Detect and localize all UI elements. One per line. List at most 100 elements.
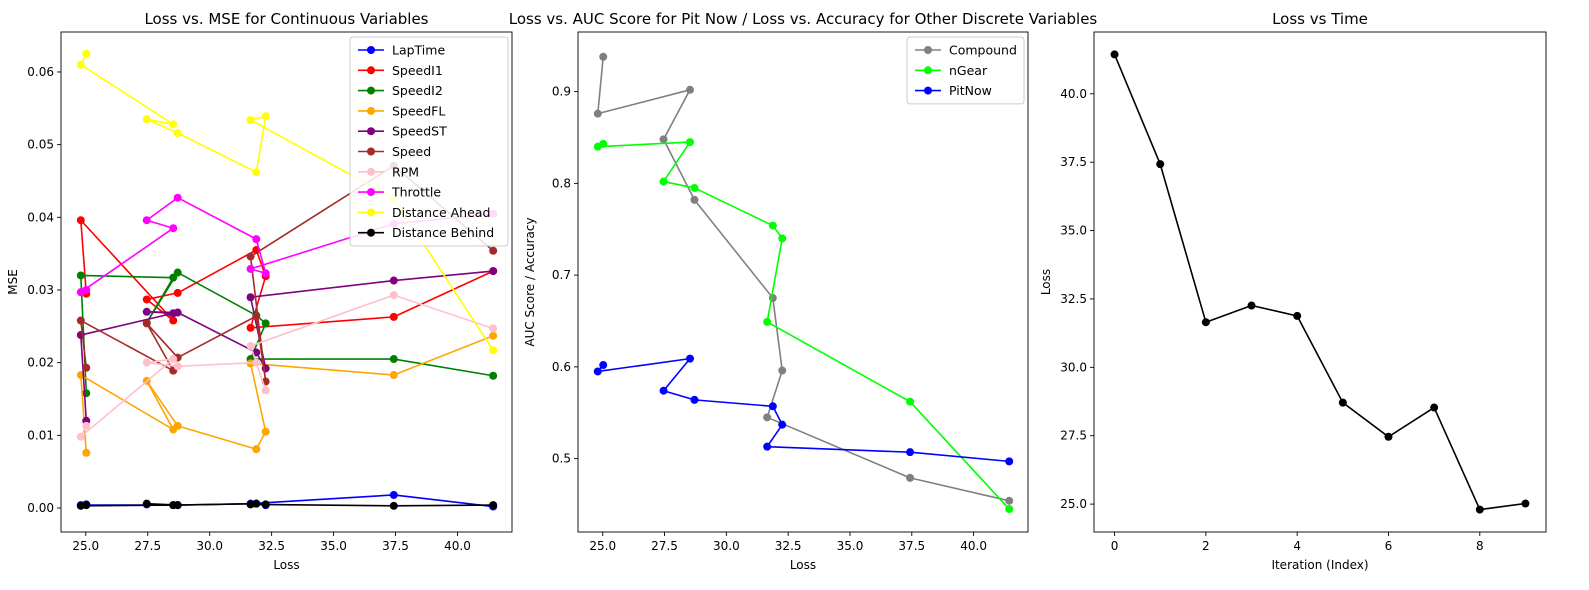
data-point [76, 271, 85, 280]
legend-label: SpeedST [392, 124, 447, 139]
legend-swatch-marker [367, 167, 375, 176]
data-point [906, 448, 915, 457]
data-point [252, 445, 261, 454]
series-line-ngear [596, 141, 1010, 510]
legend-swatch-marker [367, 127, 375, 136]
chart-panel-accuracy: 25.0 27.5 30.0 32.5 35.0 37.5 40.0 0.5 0.6 0.7 0.8… [509, 10, 1098, 572]
data-point [690, 395, 699, 404]
series-line-distance-ahead [80, 53, 494, 351]
data-point [906, 397, 915, 406]
data-point [142, 358, 151, 367]
legend-swatch-marker [367, 147, 375, 156]
data-point [76, 432, 85, 441]
y-tick-label: 0.5 [552, 452, 571, 466]
x-tick-label: 35.0 [320, 539, 347, 553]
data-point [82, 285, 91, 294]
data-point [593, 109, 602, 118]
chart-title: Loss vs Time [1272, 10, 1368, 28]
data-point [76, 216, 85, 225]
legend-swatch-marker [924, 66, 932, 75]
data-point [659, 177, 668, 186]
x-tick-label: 35.0 [837, 539, 864, 553]
data-point [82, 49, 91, 58]
data-point [142, 115, 151, 124]
data-point [1005, 457, 1014, 466]
data-point [82, 363, 91, 372]
x-tick-label: 0 [1111, 539, 1119, 553]
data-point [252, 499, 261, 508]
x-tick-label: 6 [1385, 539, 1393, 553]
data-point [599, 52, 608, 61]
data-point [1110, 50, 1119, 59]
x-tick-label: 37.5 [382, 539, 409, 553]
data-point [142, 295, 151, 304]
legend-label: SpeedI1 [392, 63, 443, 78]
y-tick-label: 0.02 [27, 356, 54, 370]
y-tick-label: 0.6 [552, 360, 571, 374]
data-point [261, 386, 270, 395]
data-point [489, 331, 498, 340]
legend: LapTime SpeedI1 SpeedI2 SpeedFL SpeedST Speed… [349, 36, 509, 247]
legend-swatch-marker [367, 188, 375, 197]
legend-swatch-marker [367, 228, 375, 237]
data-point [778, 366, 787, 375]
x-tick-label: 25.0 [72, 539, 99, 553]
x-tick-label: 32.5 [258, 539, 285, 553]
legend-label: Distance Behind [392, 225, 494, 240]
data-point [261, 112, 270, 121]
series-line-rpm [80, 294, 494, 438]
chart-panel-mse: 25.0 27.5 30.0 32.5 35.0 37.5 40.0 0.00 0.01 0.02… [6, 10, 513, 572]
y-tick-label: 0.01 [27, 428, 54, 442]
y-tick-label: 0.04 [27, 210, 54, 224]
legend-label: Compound [949, 43, 1017, 58]
plot-frame [577, 31, 1029, 533]
x-axis-label: Loss [273, 558, 299, 572]
data-point [659, 386, 668, 395]
data-point [389, 291, 398, 300]
data-point [389, 371, 398, 380]
data-point [246, 264, 255, 273]
data-point [173, 129, 182, 138]
plot-frame [60, 31, 513, 533]
data-point [261, 427, 270, 436]
legend-swatch-marker [367, 106, 375, 115]
data-point [763, 317, 772, 326]
data-point [489, 267, 498, 276]
data-point [1247, 301, 1256, 310]
y-tick-label: 30.0 [1060, 360, 1087, 374]
data-point [778, 234, 787, 243]
y-tick-label: 32.5 [1060, 292, 1087, 306]
legend-label: LapTime [392, 43, 445, 58]
y-tick-label: 35.0 [1060, 224, 1087, 238]
data-point [389, 312, 398, 321]
data-point [1201, 318, 1210, 327]
data-point [1430, 403, 1439, 412]
x-tick-label: 30.0 [196, 539, 223, 553]
series-line-speedi2 [80, 271, 494, 394]
y-tick-label: 0.03 [27, 283, 54, 297]
legend-swatch-marker [367, 208, 375, 217]
y-tick-label: 0.05 [27, 138, 54, 152]
x-tick-label: 4 [1293, 539, 1301, 553]
data-point [76, 316, 85, 325]
y-axis-label: Loss [1039, 269, 1053, 295]
data-point [252, 168, 261, 177]
data-point [252, 235, 261, 244]
x-tick-label: 40.0 [960, 539, 987, 553]
legend-swatch-marker [924, 86, 932, 95]
data-point [82, 389, 91, 398]
series-line-speedst [80, 270, 494, 421]
y-tick-label: 0.06 [27, 65, 54, 79]
x-tick-label: 27.5 [651, 539, 678, 553]
x-axis-label: Iteration (Index) [1271, 558, 1368, 572]
data-point [389, 490, 398, 499]
plot-frame [1093, 31, 1547, 533]
data-point [686, 354, 695, 363]
y-tick-label: 27.5 [1060, 429, 1087, 443]
x-tick-label: 40.0 [444, 539, 471, 553]
x-tick-label: 32.5 [775, 539, 802, 553]
legend-label: PitNow [949, 83, 992, 98]
data-point [763, 442, 772, 451]
series-line-speed [80, 164, 494, 383]
legend-label: Speed [392, 144, 431, 159]
